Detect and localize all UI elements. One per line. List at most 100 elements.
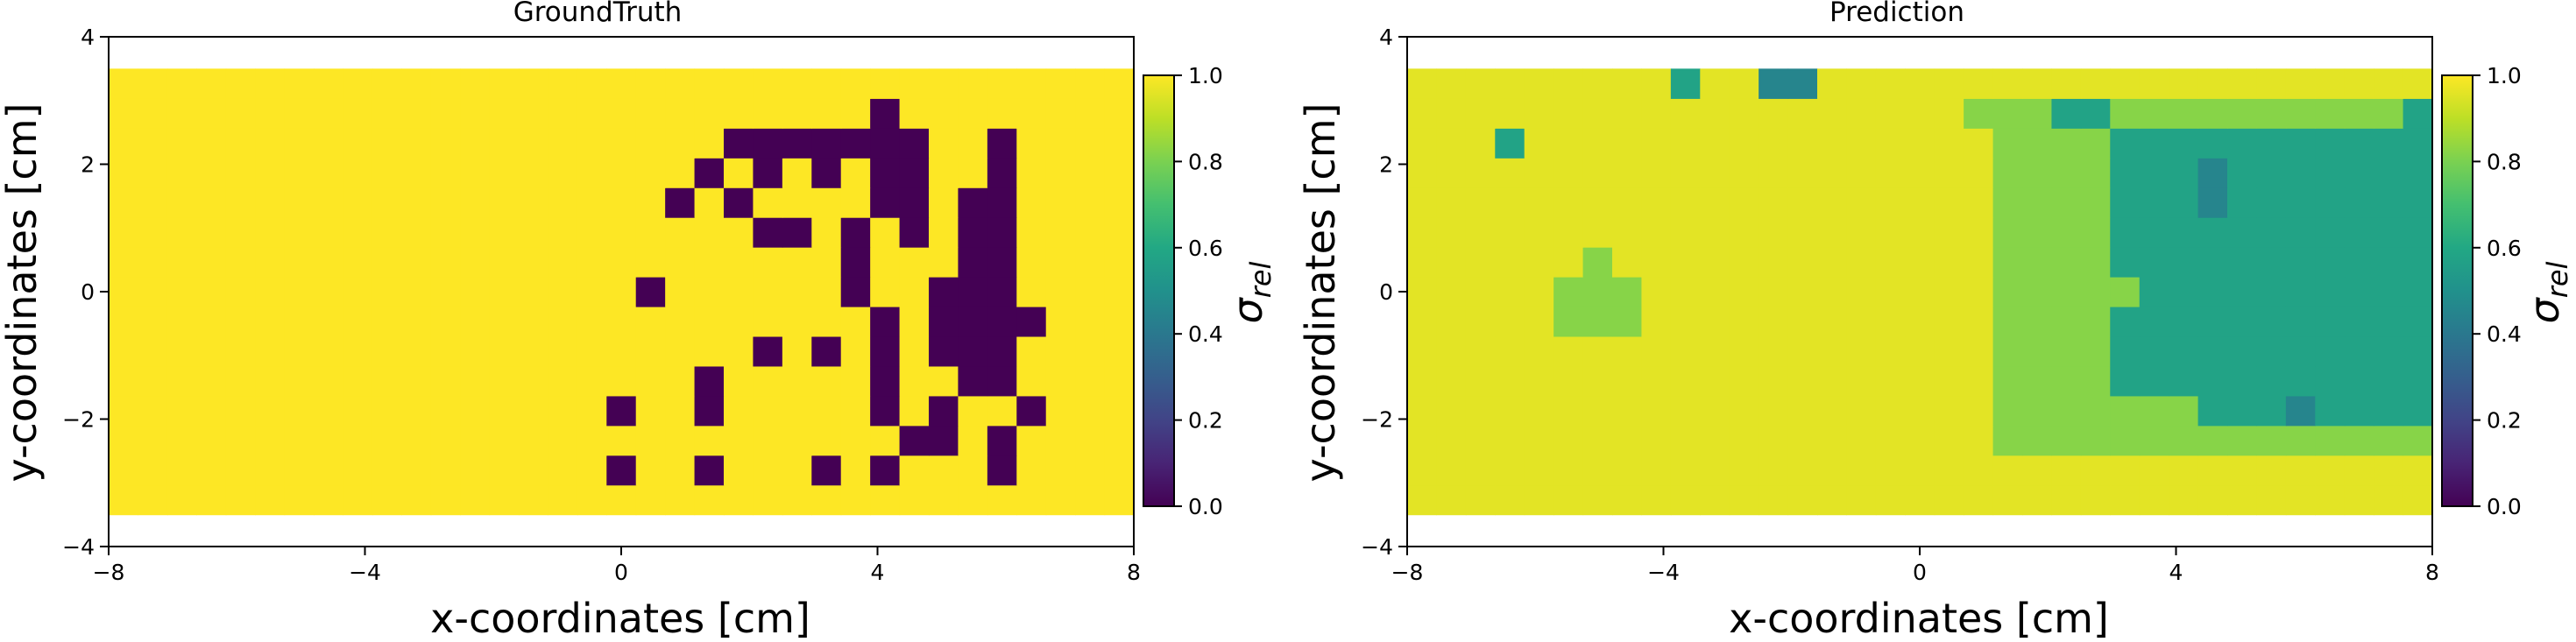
prediction-cell [1759,187,1789,218]
prediction-cell [2110,306,2141,337]
groundtruth-cell [460,306,491,337]
groundtruth-cell [753,128,783,159]
groundtruth-colorbar-tick-label: 0.6 [1188,236,1223,261]
prediction-cell [2256,98,2287,129]
prediction-cell [2169,484,2199,516]
prediction-cell [1465,277,1496,307]
prediction-ytick-label: 4 [1379,25,1393,50]
prediction-cell [1465,484,1496,516]
groundtruth-cell [958,455,988,486]
groundtruth-cell [1104,455,1135,486]
groundtruth-cell [753,395,783,427]
prediction-cell [2403,335,2433,367]
groundtruth-cell [840,128,871,159]
prediction-cell [2256,217,2287,248]
groundtruth-cell [724,217,754,248]
groundtruth-cell [577,365,607,397]
prediction-cell [1787,68,1818,99]
groundtruth-cell [196,98,227,129]
groundtruth-cell [548,306,578,337]
groundtruth-cell [255,425,286,456]
prediction-cell [1436,68,1467,99]
prediction-cell [2256,335,2287,367]
prediction-cell [2110,247,2141,278]
prediction-cell [2139,455,2169,486]
prediction-cell [1582,128,1613,159]
groundtruth-cell [1104,425,1135,456]
groundtruth-cell [196,455,227,486]
prediction-cell [1582,158,1613,188]
prediction-cell [2256,247,2287,278]
groundtruth-cell [401,395,432,427]
groundtruth-cell [665,395,696,427]
prediction-cell [1875,277,1906,307]
prediction-cell [2403,425,2433,456]
groundtruth-cell [724,68,754,99]
groundtruth-cell [899,484,930,516]
groundtruth-cell [225,455,256,486]
groundtruth-cell [519,277,549,307]
prediction-cell [2344,277,2374,307]
prediction-cell [1495,395,1525,427]
prediction-cell [2197,187,2228,218]
groundtruth-cell [577,128,607,159]
prediction-cell [1465,455,1496,486]
prediction-cell [1553,484,1584,516]
prediction-cell [1992,395,2023,427]
groundtruth-cell [899,365,930,397]
prediction-cell [1524,247,1554,278]
prediction-cell [1905,365,1936,397]
groundtruth-cell [606,68,637,99]
prediction-cell [1759,484,1789,516]
prediction-cell [1934,484,1964,516]
prediction-cell [2344,365,2374,397]
groundtruth-cell [1045,68,1076,99]
prediction-cell [1641,68,1672,99]
groundtruth-cell [372,306,402,337]
groundtruth-cell [460,335,491,367]
prediction-cell [2374,247,2404,278]
groundtruth-cell [548,187,578,218]
groundtruth-cell [665,217,696,248]
prediction-cell [2315,425,2346,456]
groundtruth-cell [958,425,988,456]
prediction-cell [1641,98,1672,129]
groundtruth-cell [899,247,930,278]
groundtruth-cell [430,365,461,397]
prediction-cell [2256,455,2287,486]
groundtruth-cell [225,247,256,278]
prediction-cell [1641,306,1672,337]
prediction-cell [1787,158,1818,188]
prediction-colorbar-label: σrel [2521,261,2574,323]
prediction-cell [2139,98,2169,129]
groundtruth-cell [314,455,344,486]
groundtruth-cell [343,277,373,307]
prediction-cell [1905,395,1936,427]
prediction-cell [2227,128,2258,159]
prediction-cell [2403,455,2433,486]
prediction-cell [1553,98,1584,129]
prediction-cell [2227,158,2258,188]
prediction-cell [1553,306,1584,337]
prediction-cell [1670,187,1701,218]
groundtruth-cell [870,455,901,486]
groundtruth-cell [1104,187,1135,218]
groundtruth-cell [929,98,959,129]
groundtruth-cell [314,98,344,129]
groundtruth-cell [870,98,901,129]
groundtruth-cell [724,425,754,456]
prediction-cell [1964,247,1994,278]
groundtruth-cell [929,395,959,427]
groundtruth-cell [314,277,344,307]
groundtruth-cell [372,484,402,516]
prediction-cell [1787,306,1818,337]
groundtruth-cell [1104,365,1135,397]
groundtruth-cell [166,395,197,427]
groundtruth-cell [694,247,725,278]
groundtruth-cell [255,306,286,337]
groundtruth-cell [782,68,812,99]
prediction-cell [1407,455,1438,486]
groundtruth-cell [196,158,227,188]
